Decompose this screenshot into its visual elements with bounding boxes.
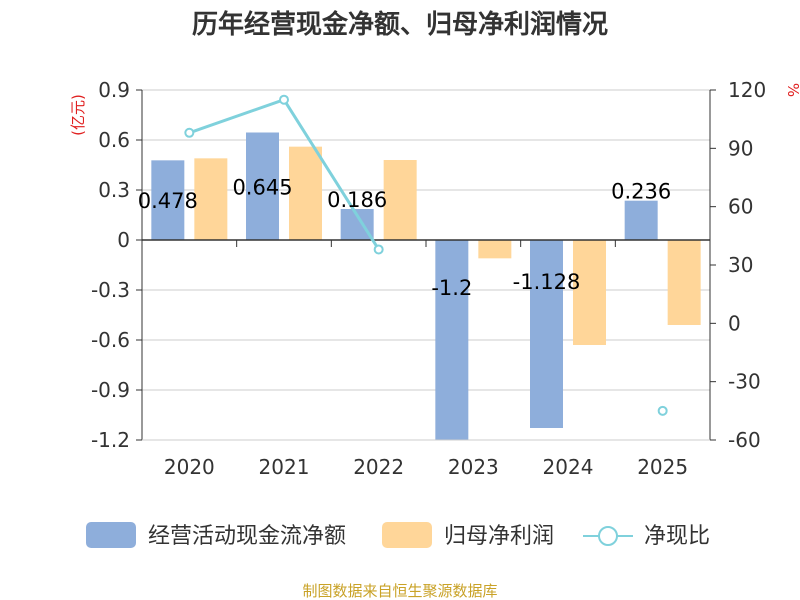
right-axis-tick-label: 120 — [728, 78, 766, 102]
axes: 0.9 0.6 0.3 0 -0.3 -0.6 -0.9 -1.2 120 90 60 30 0 -30 -… — [91, 78, 766, 479]
legend-label-cashflow: 经营活动现金流净额 — [148, 524, 346, 549]
left-axis-tick-label: -0.6 — [91, 328, 130, 352]
ratio-point-2025 — [657, 405, 668, 416]
bar-cashflow-2024 — [530, 240, 563, 428]
bar-profit-2022 — [383, 160, 417, 240]
legend-swatch-cashflow — [86, 522, 136, 548]
legend-label-profit: 归母净利润 — [444, 524, 554, 549]
legend-label-ratio: 净现比 — [644, 524, 710, 549]
data-label-cashflow-2024: -1.128 — [513, 270, 581, 294]
x-axis-label: 2021 — [259, 455, 310, 479]
legend-marker-ratio — [598, 526, 618, 546]
bars — [151, 132, 701, 440]
right-axis-tick-label: 0 — [728, 311, 741, 335]
bar-profit-2021 — [289, 146, 322, 240]
legend-swatch-profit — [382, 522, 432, 548]
data-label-cashflow-2020: 0.478 — [138, 189, 198, 213]
x-axis-label: 2024 — [543, 455, 594, 479]
right-axis-tick-label: 90 — [728, 136, 753, 160]
bar-cashflow-2023 — [435, 240, 469, 440]
bar-cashflow-2021 — [246, 132, 279, 240]
left-axis-tick-label: -0.9 — [91, 378, 130, 402]
left-axis-tick-label: 0.3 — [98, 178, 130, 202]
x-axis-label: 2020 — [164, 455, 215, 479]
right-axis-tick-label: 60 — [728, 195, 753, 219]
legend: 经营活动现金流净额 归母净利润 净现比 — [86, 522, 710, 549]
bar-profit-2023 — [478, 240, 512, 259]
x-axis-label: 2022 — [353, 455, 404, 479]
left-axis-tick-label: 0.6 — [98, 128, 130, 152]
left-axis-unit: (亿元) — [69, 94, 87, 136]
right-axis-tick-label: -60 — [728, 428, 761, 452]
ratio-point-2021 — [279, 94, 289, 105]
right-axis-tick-label: 30 — [728, 253, 753, 277]
data-labels: 0.478 0.645 0.186 -1.2 -1.128 0.236 — [138, 175, 671, 300]
chart-title: 历年经营现金净额、归母净利润情况 — [192, 9, 608, 40]
right-axis-unit: % — [784, 83, 800, 97]
data-label-cashflow-2022: 0.186 — [327, 188, 387, 212]
data-label-cashflow-2021: 0.645 — [232, 175, 292, 199]
left-axis-tick-label: 0 — [117, 228, 130, 252]
data-label-cashflow-2025: 0.236 — [611, 180, 671, 204]
bar-cashflow-2020 — [151, 160, 185, 240]
bar-profit-2024 — [573, 240, 606, 345]
left-axis-tick-label: -0.3 — [91, 278, 130, 302]
grid-lines — [142, 89, 710, 441]
bar-cashflow-2025 — [624, 200, 658, 240]
right-axis-tick-label: -30 — [728, 370, 761, 394]
x-axis-label: 2025 — [637, 455, 688, 479]
left-axis-tick-label: 0.9 — [98, 78, 130, 102]
bar-profit-2020 — [194, 158, 228, 240]
ratio-line — [184, 94, 668, 416]
source-note: 制图数据来自恒生聚源数据库 — [302, 582, 497, 600]
ratio-point-2020 — [184, 127, 195, 138]
x-axis-label: 2023 — [448, 455, 499, 479]
ratio-point-2022 — [373, 244, 384, 255]
left-axis-tick-label: -1.2 — [91, 428, 130, 452]
data-label-cashflow-2023: -1.2 — [431, 276, 472, 300]
bar-profit-2025 — [667, 240, 701, 325]
